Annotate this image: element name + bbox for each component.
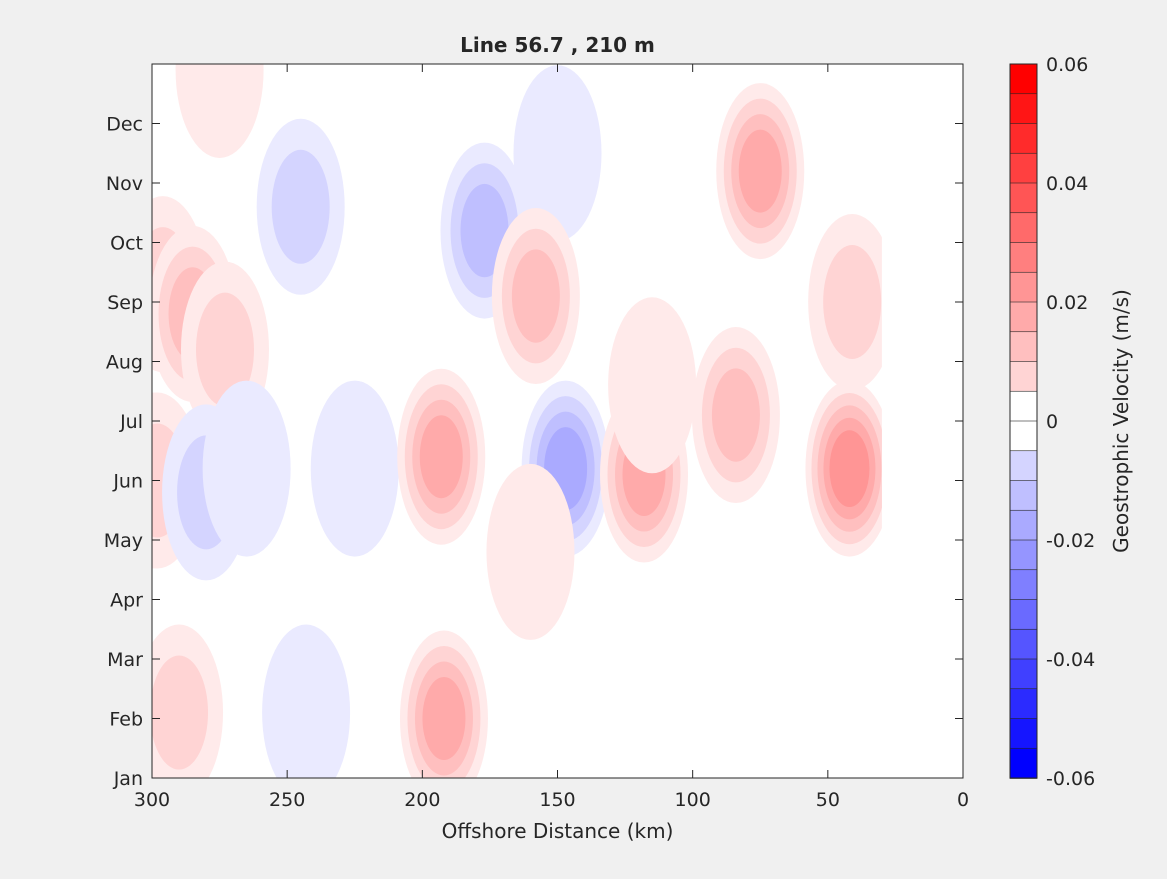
colorbar-segment — [1009, 63, 1038, 95]
contour-level — [262, 624, 351, 778]
colorbar-segment — [1009, 747, 1038, 779]
y-tick-label: Jan — [113, 768, 143, 790]
colorbar-segment — [1009, 93, 1038, 125]
contour-level — [271, 149, 330, 264]
contour-level — [823, 245, 882, 359]
contour-level — [422, 677, 466, 760]
contour-feature — [513, 65, 602, 242]
colorbar-segment — [1009, 450, 1038, 482]
contour-level — [511, 249, 560, 343]
contour-feature — [805, 380, 882, 557]
y-tick-label: Mar — [107, 649, 143, 671]
colorbar-tick-label: 0.06 — [1046, 54, 1088, 76]
x-tick-label: 50 — [816, 789, 840, 811]
contour-level — [195, 292, 254, 407]
y-tick-label: May — [104, 530, 143, 552]
velocity-field — [152, 64, 882, 778]
contour-feature — [486, 463, 575, 640]
contour-level — [175, 64, 264, 158]
y-tick-label: Jul — [119, 411, 143, 433]
x-axis: 300 250 200 150 100 50 0 — [134, 64, 969, 811]
contour-level — [460, 183, 509, 278]
y-tick-label: Feb — [109, 709, 143, 731]
colorbar-segment — [1009, 301, 1038, 333]
contour-feature — [716, 83, 805, 260]
colorbar-segment — [1009, 599, 1038, 631]
colorbar-tick-label: -0.02 — [1046, 530, 1095, 552]
x-axis-label: Offshore Distance (km) — [442, 819, 674, 843]
contour-level — [486, 463, 575, 640]
colorbar-segment — [1009, 271, 1038, 303]
colorbar-segment — [1009, 182, 1038, 214]
colorbar-segment — [1009, 242, 1038, 274]
colorbar-tick-label: -0.04 — [1046, 649, 1095, 671]
contour-level — [711, 368, 760, 462]
colorbar-segment — [1009, 569, 1038, 601]
colorbar-box — [1009, 63, 1038, 779]
contour-level — [202, 380, 291, 557]
colorbar-segment — [1009, 331, 1038, 363]
y-tick-label: Nov — [106, 173, 143, 195]
x-tick-label: 250 — [269, 789, 305, 811]
contour-feature — [691, 327, 780, 504]
colorbar-segment — [1009, 718, 1038, 750]
contour-feature — [397, 368, 486, 545]
colorbar-segment — [1009, 628, 1038, 660]
contour-feature — [491, 208, 580, 385]
colorbar-segment — [1009, 123, 1038, 155]
colorbar-segment — [1009, 420, 1038, 452]
chart-title: Line 56.7 , 210 m — [460, 33, 655, 57]
y-axis: Jan Feb Mar Apr May Jun Jul Aug Sep Oct Nov Dec — [104, 114, 963, 790]
colorbar-tick-label: 0 — [1046, 411, 1058, 433]
colorbar-segment — [1009, 509, 1038, 541]
colorbar: 0.06 0.04 0.02 0 -0.02 -0.04 -0.06 — [1009, 54, 1095, 790]
contour-feature — [256, 118, 345, 295]
contour-feature — [262, 624, 351, 778]
contour-level — [513, 65, 602, 242]
x-tick-label: 100 — [675, 789, 711, 811]
y-tick-label: Sep — [107, 292, 143, 314]
y-tick-label: Aug — [106, 352, 143, 374]
y-tick-label: Oct — [110, 233, 143, 255]
x-tick-label: 300 — [134, 789, 170, 811]
colorbar-segment — [1009, 212, 1038, 244]
colorbar-segment — [1009, 688, 1038, 720]
contour-level — [738, 129, 782, 213]
contour-feature — [399, 630, 488, 778]
colorbar-segment — [1009, 539, 1038, 571]
y-tick-label: Apr — [110, 590, 143, 612]
contour-feature — [175, 64, 264, 158]
colorbar-segment — [1009, 480, 1038, 512]
colorbar-segment — [1009, 361, 1038, 393]
x-tick-label: 150 — [539, 789, 575, 811]
contour-feature — [808, 214, 882, 390]
contour-feature — [152, 624, 224, 778]
x-tick-label: 0 — [957, 789, 969, 811]
contour-level — [152, 655, 209, 770]
contour-level — [310, 380, 399, 557]
colorbar-segment — [1009, 152, 1038, 184]
contour-level — [419, 415, 463, 499]
contour-level — [829, 430, 870, 507]
colorbar-segment — [1009, 658, 1038, 690]
colorbar-segment — [1009, 390, 1038, 422]
y-tick-label: Dec — [106, 114, 143, 136]
colorbar-tick-label: -0.06 — [1046, 768, 1095, 790]
contour-feature — [310, 380, 399, 557]
colorbar-tick-label: 0.02 — [1046, 292, 1088, 314]
contour-feature — [608, 297, 697, 474]
contour-level — [608, 297, 697, 474]
colorbar-tick-label: 0.04 — [1046, 173, 1088, 195]
contour-feature — [202, 380, 291, 557]
y-tick-label: Jun — [112, 471, 143, 493]
x-tick-label: 200 — [404, 789, 440, 811]
colorbar-label: Geostrophic Velocity (m/s) — [1109, 289, 1133, 553]
